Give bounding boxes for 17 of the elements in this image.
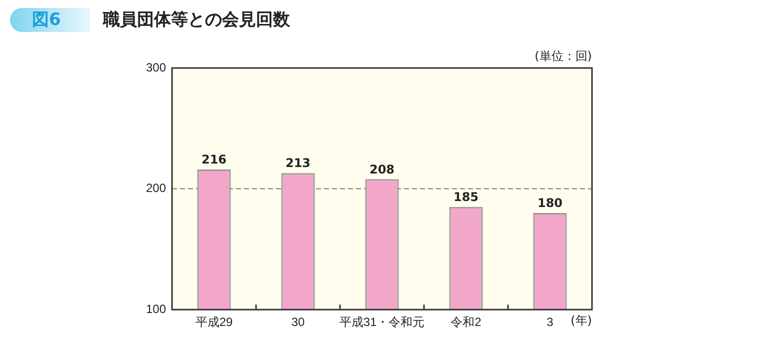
- text: (単位：回): [534, 49, 592, 64]
- chart-title: 職員団体等との会見回数: [103, 9, 290, 32]
- y-tick-label: 200: [146, 181, 166, 196]
- data-label: 185: [453, 190, 479, 204]
- data-label: 180: [537, 196, 563, 210]
- text: (年): [570, 314, 592, 328]
- x-tick-label: 令和2: [450, 315, 482, 330]
- x-tick-label: 平成31・令和元: [339, 315, 425, 330]
- x-tick-label: 3: [546, 315, 554, 330]
- data-label: 216: [201, 152, 227, 167]
- data-label: 213: [285, 156, 311, 170]
- y-tick-label: 300: [146, 60, 166, 74]
- caption: 図6: [10, 8, 90, 32]
- data-label: 208: [369, 162, 395, 176]
- x-tick-label: 30: [291, 315, 306, 330]
- x-tick-label: 平成29: [195, 315, 234, 330]
- y-tick-label: 100: [146, 302, 166, 316]
